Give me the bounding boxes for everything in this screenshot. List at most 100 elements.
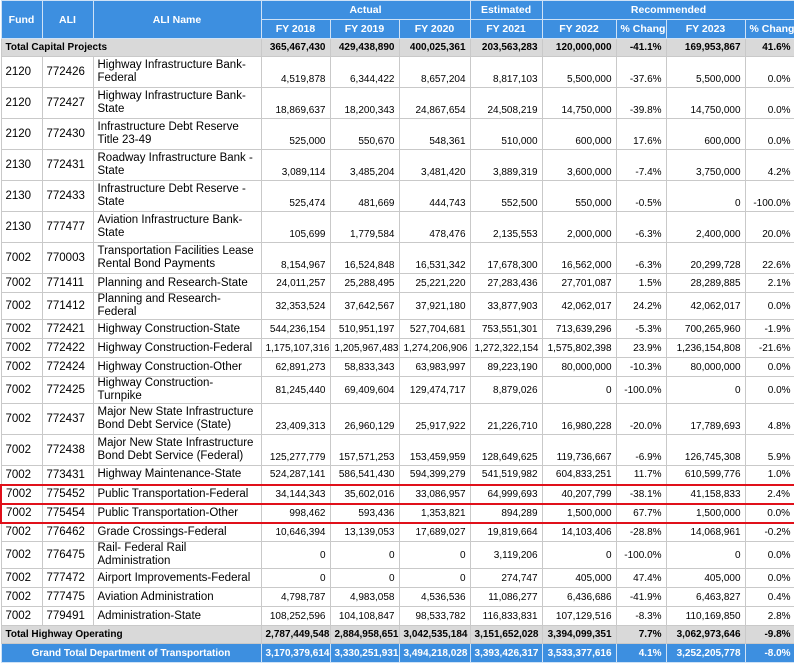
fy2020-cell: 25,221,220 [398, 273, 471, 293]
fund-cell: 7002 [0, 606, 43, 626]
fy2019-cell: 550,670 [329, 118, 400, 150]
fund-cell: 7002 [0, 376, 43, 404]
pct-change-2022-cell: 1.5% [615, 273, 667, 293]
fy2023-cell: 6,463,827 [665, 587, 746, 607]
fund-cell: 7002 [0, 568, 43, 588]
pct-change-2023-cell: 0.0% [744, 502, 794, 524]
ali-name-cell: Grade Crossings-Federal [92, 522, 262, 542]
fund-cell: 2130 [0, 211, 43, 243]
fy2023-cell: 14,068,961 [665, 522, 746, 542]
fy2022-cell: 107,129,516 [541, 606, 617, 626]
fy2019-cell: 481,669 [329, 180, 400, 212]
fy2021-cell: 2,135,553 [469, 211, 543, 243]
pct-change-2022-cell: -41.9% [615, 587, 667, 607]
fy2021-cell: 21,226,710 [469, 403, 543, 435]
fy2019-cell: 1,205,967,483 [329, 338, 400, 358]
fund-cell: 7002 [0, 292, 43, 320]
fund-cell: 2120 [0, 87, 43, 119]
fy2019-cell: 18,200,343 [329, 87, 400, 119]
col-header-fy2022: FY 2022 [541, 19, 617, 39]
total-fy2019: 429,438,890 [329, 38, 400, 57]
fy2020-cell: 548,361 [398, 118, 471, 150]
pct-change-2023-cell: 0.0% [744, 376, 794, 404]
grand-total-fy2022: 3,533,377,616 [541, 643, 617, 663]
total-fy2023: 169,953,867 [665, 38, 746, 57]
pct-change-2022-cell: -6.3% [615, 242, 667, 274]
total-capital-projects-row: Total Capital Projects 365,467,430 429,4… [0, 38, 794, 57]
pct-change-2022-cell: 47.4% [615, 568, 667, 588]
pct-change-2023-cell: 20.0% [744, 211, 794, 243]
ali-name-cell: Planning and Research-State [92, 273, 262, 293]
fy2023-cell: 3,750,000 [665, 149, 746, 181]
fy2019-cell: 6,344,422 [329, 56, 400, 88]
pct-change-2023-cell: 2.8% [744, 606, 794, 626]
fy2020-cell: 63,983,997 [398, 357, 471, 377]
ali-cell: 772421 [41, 319, 94, 339]
fy2021-cell: 894,289 [469, 502, 543, 524]
fy2023-cell: 80,000,000 [665, 357, 746, 377]
fy2020-cell: 25,917,922 [398, 403, 471, 435]
fy2021-cell: 11,086,277 [469, 587, 543, 607]
fy2023-cell: 0 [665, 541, 746, 569]
pct-change-2022-cell: -39.8% [615, 87, 667, 119]
fy2022-cell: 16,980,228 [541, 403, 617, 435]
header-row-groups: Fund ALI ALI Name Actual Estimated Recom… [0, 0, 794, 39]
fy2019-cell: 104,108,847 [329, 606, 400, 626]
fy2021-cell: 19,819,664 [469, 522, 543, 542]
table-row: 7002 777475 Aviation Administration 4,798,7… [0, 587, 794, 607]
pct-change-2022-cell: -6.3% [615, 211, 667, 243]
total-label: Total Capital Projects [0, 38, 262, 57]
fund-cell: 7002 [0, 502, 43, 524]
fy2018-cell: 105,699 [260, 211, 331, 243]
ali-name-cell: Major New State Infrastructure Bond Debt… [92, 403, 262, 435]
fy2018-cell: 4,519,878 [260, 56, 331, 88]
ali-name-cell: Highway Construction-State [92, 319, 262, 339]
table-row: 7002 775452 Public Transportation-Federal 3… [0, 483, 794, 505]
table-row: 7002 775454 Public Transportation-Other 998… [0, 502, 794, 524]
ali-name-cell: Highway Construction-Other [92, 357, 262, 377]
fund-cell: 7002 [0, 465, 43, 485]
ali-cell: 772426 [41, 56, 94, 88]
fy2022-cell: 0 [541, 376, 617, 404]
pct-change-2023-cell: 0.0% [744, 357, 794, 377]
fy2023-cell: 110,169,850 [665, 606, 746, 626]
fy2021-cell: 24,508,219 [469, 87, 543, 119]
fy2022-cell: 0 [541, 541, 617, 569]
pct-change-2023-cell: -0.2% [744, 522, 794, 542]
fy2020-cell: 0 [398, 568, 471, 588]
col-header-fy2021: FY 2021 [469, 19, 543, 39]
fy2021-cell: 274,747 [469, 568, 543, 588]
fy2023-cell: 1,236,154,808 [665, 338, 746, 358]
fund-cell: 7002 [0, 242, 43, 274]
fund-cell: 7002 [0, 587, 43, 607]
ali-cell: 772425 [41, 376, 94, 404]
fy2022-cell: 14,103,406 [541, 522, 617, 542]
fund-cell: 7002 [0, 483, 43, 505]
fy2018-cell: 544,236,154 [260, 319, 331, 339]
fund-cell: 7002 [0, 434, 43, 466]
fy2021-cell: 541,519,982 [469, 465, 543, 485]
fy2023-cell: 41,158,833 [665, 483, 746, 505]
col-header-fy2019: FY 2019 [329, 19, 400, 39]
table-row: 2120 772427 Highway Infrastructure Bank-St… [0, 87, 794, 119]
ali-name-cell: Public Transportation-Other [92, 502, 262, 524]
fy2019-cell: 0 [329, 541, 400, 569]
col-header-fy2020: FY 2020 [398, 19, 471, 39]
fy2022-cell: 600,000 [541, 118, 617, 150]
pct-change-2022-cell: -100.0% [615, 541, 667, 569]
fund-cell: 7002 [0, 403, 43, 435]
fy2022-cell: 405,000 [541, 568, 617, 588]
fy2018-cell: 4,798,787 [260, 587, 331, 607]
pct-change-2023-cell: 0.0% [744, 568, 794, 588]
fy2023-cell: 610,599,776 [665, 465, 746, 485]
pct-change-2023-cell: 1.0% [744, 465, 794, 485]
ali-cell: 776475 [41, 541, 94, 569]
ali-name-cell: Highway Infrastructure Bank-State [92, 87, 262, 119]
total-fy2021: 203,563,283 [469, 38, 543, 57]
fy2018-cell: 524,287,141 [260, 465, 331, 485]
fy2022-cell: 1,500,000 [541, 502, 617, 524]
col-header-pct-change-2022: % Change [615, 19, 667, 39]
table-row: 7002 772424 Highway Construction-Other 62,8… [0, 357, 794, 377]
fy2021-cell: 116,833,831 [469, 606, 543, 626]
fy2022-cell: 6,436,686 [541, 587, 617, 607]
